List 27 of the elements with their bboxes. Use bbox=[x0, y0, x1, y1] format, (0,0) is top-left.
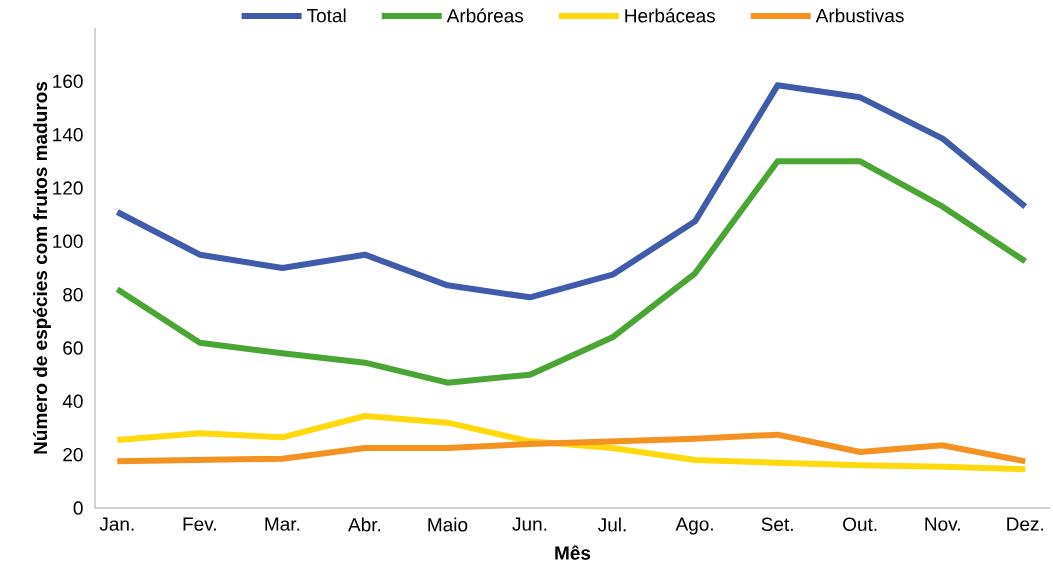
legend-label: Herbáceas bbox=[625, 8, 715, 23]
y-tick-label: 60 bbox=[63, 341, 83, 355]
x-tick-label: Abr. bbox=[348, 517, 381, 532]
x-tick-label: Fev. bbox=[183, 517, 216, 531]
x-tick-label: Dez. bbox=[1007, 517, 1044, 531]
y-tick-label: 40 bbox=[62, 394, 83, 409]
x-tick-label: Mar. bbox=[265, 517, 300, 531]
x-tick-label: Set. bbox=[761, 517, 793, 531]
x-tick-label: Jul. bbox=[598, 517, 626, 532]
y-tick-label: 20 bbox=[63, 447, 83, 462]
y-tick-label: 100 bbox=[53, 234, 83, 249]
x-tick-label: Jun. bbox=[512, 517, 547, 531]
x-tick-label: Out. bbox=[843, 517, 877, 531]
x-tick-label: Jan. bbox=[99, 517, 134, 531]
x-tick-label: Ago. bbox=[675, 517, 713, 535]
y-tick-label: 0 bbox=[73, 501, 83, 515]
y-tick-label: 140 bbox=[53, 127, 83, 142]
y-tick-label: 160 bbox=[53, 74, 83, 89]
y-axis-title: Número de espécies com frutos maduros bbox=[33, 81, 51, 454]
x-tick-label: Maio bbox=[428, 517, 468, 532]
y-tick-label: 80 bbox=[63, 287, 83, 302]
x-tick-label: Nov. bbox=[925, 517, 960, 531]
y-tick-label: 120 bbox=[53, 181, 83, 195]
x-axis-title: Mês bbox=[555, 545, 591, 560]
legend-label: Total bbox=[307, 8, 346, 23]
legend-label: Arbóreas bbox=[446, 8, 524, 23]
legend-label: Arbustivas bbox=[815, 8, 904, 23]
